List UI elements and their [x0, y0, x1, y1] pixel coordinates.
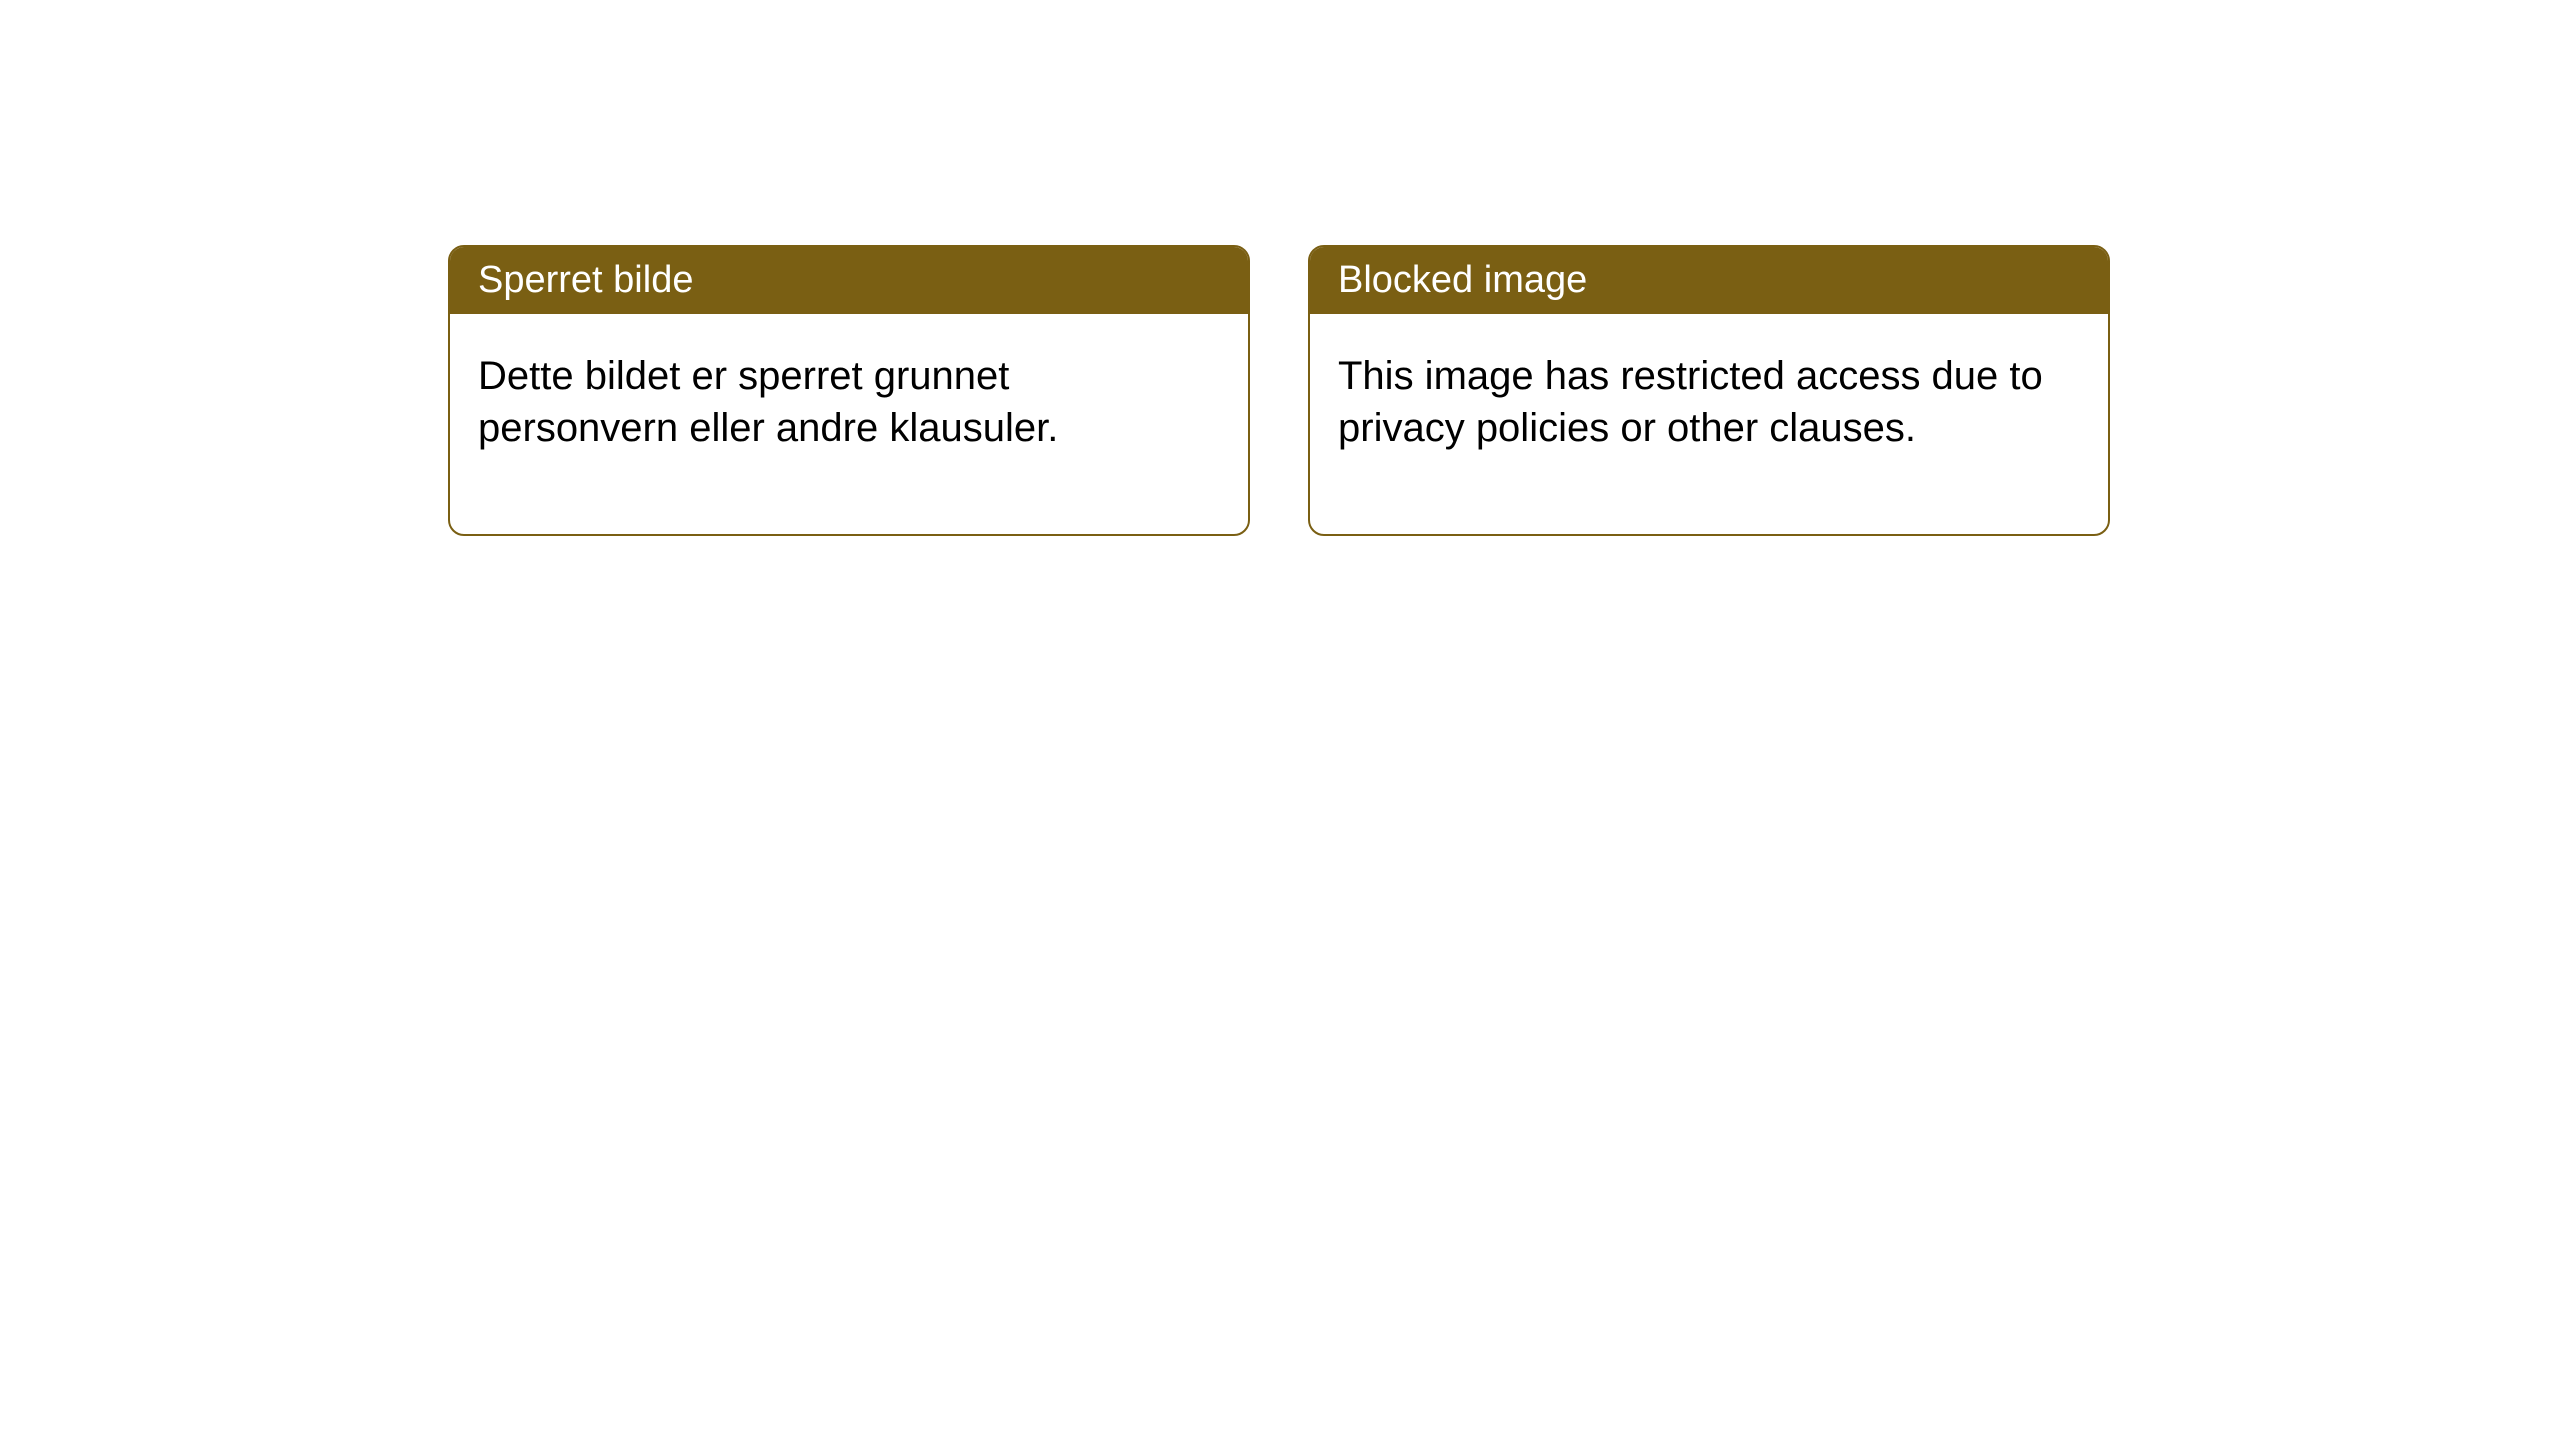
card-header: Sperret bilde [450, 247, 1248, 314]
card-body: This image has restricted access due to … [1310, 314, 2108, 534]
card-body-text: This image has restricted access due to … [1338, 354, 2043, 450]
notice-card-english: Blocked image This image has restricted … [1308, 245, 2110, 536]
notice-cards-container: Sperret bilde Dette bildet er sperret gr… [448, 245, 2110, 536]
notice-card-norwegian: Sperret bilde Dette bildet er sperret gr… [448, 245, 1250, 536]
card-body-text: Dette bildet er sperret grunnet personve… [478, 354, 1058, 450]
card-body: Dette bildet er sperret grunnet personve… [450, 314, 1248, 534]
card-title: Sperret bilde [478, 259, 693, 301]
card-title: Blocked image [1338, 259, 1587, 301]
card-header: Blocked image [1310, 247, 2108, 314]
